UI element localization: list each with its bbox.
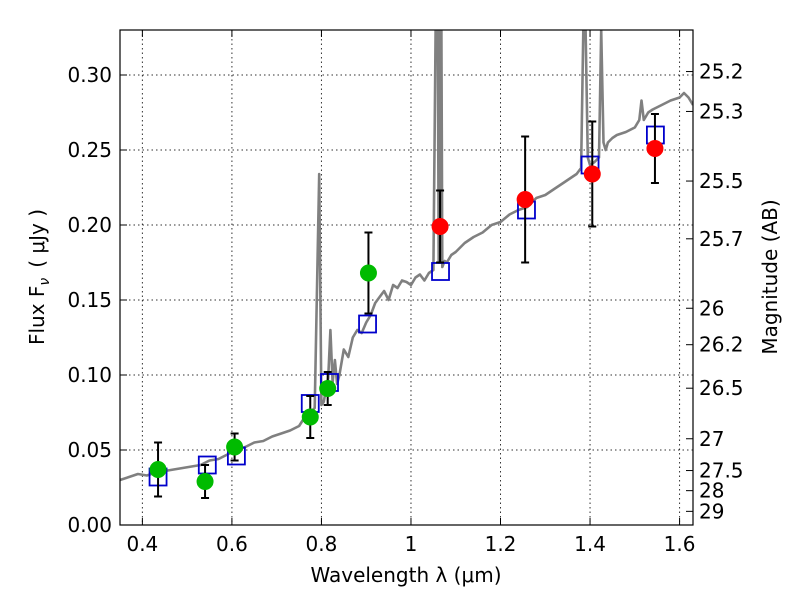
y2-tick-label: 25.5 [699,169,744,193]
optical-photometry-point [149,461,167,478]
x-tick-label: 1 [405,532,418,556]
y2-tick-label: 26.2 [699,333,744,357]
y2-tick-label: 25.7 [699,227,744,251]
optical-photometry-point [319,380,337,397]
x-axis-ticks: 0.4 0.6 0.8 1 1.2 1.4 1.6 [126,30,695,556]
y2-tick-label: 25.2 [699,60,744,84]
x-tick-label: 0.8 [306,532,338,556]
optical-photometry-point [196,473,214,490]
y2-tick-label: 26 [699,296,724,320]
y-axis-ticks: 0.00 0.05 0.10 0.15 0.20 0.25 0.30 [67,63,127,537]
plot-area [120,30,693,499]
nir-photometry-point [583,165,601,183]
x-tick-label: 1.6 [664,532,696,556]
model-photometry-square [358,314,377,334]
y-axis-label-unit: ( μJy ) [25,209,49,268]
y-axis-label-main: Flux F [25,286,49,345]
optical-photometry-point [226,438,244,456]
y2-tick-label: 29 [699,499,724,523]
nir-photometry-point [646,140,664,157]
optical-photometry-point [301,408,319,426]
y2-tick-label: 27 [699,427,724,451]
grid [120,30,693,526]
y-axis-label: Flux Fν ( μJy ) [25,209,53,345]
y-tick-label: 0.30 [67,63,112,87]
x-tick-label: 1.2 [485,532,517,556]
y2-axis-label: Magnitude (AB) [758,199,782,354]
x-tick-label: 1.4 [574,532,606,556]
y2-tick-label: 25.3 [699,99,744,123]
y-tick-label: 0.10 [67,363,112,387]
y-tick-label: 0.20 [67,213,112,237]
y2-tick-label: 28 [699,479,724,503]
observed-photometry-markers [149,140,664,490]
x-tick-label: 0.4 [126,532,158,556]
plot-frame [119,29,694,526]
y2-tick-label: 27.5 [699,459,744,483]
x-axis-label: Wavelength λ (μm) [310,563,501,587]
nir-photometry-point [516,191,534,208]
x-tick-label: 0.6 [216,532,248,556]
nir-photometry-point [431,218,449,235]
y2-tick-label: 26.5 [699,376,744,400]
y-tick-label: 0.25 [67,138,112,162]
y-tick-label: 0.00 [67,513,112,537]
model-spectrum-line [120,30,693,482]
y-tick-label: 0.05 [67,438,112,462]
y-tick-label: 0.15 [67,288,112,312]
y-axis-label-sub: ν [37,278,53,286]
optical-photometry-point [359,264,377,282]
